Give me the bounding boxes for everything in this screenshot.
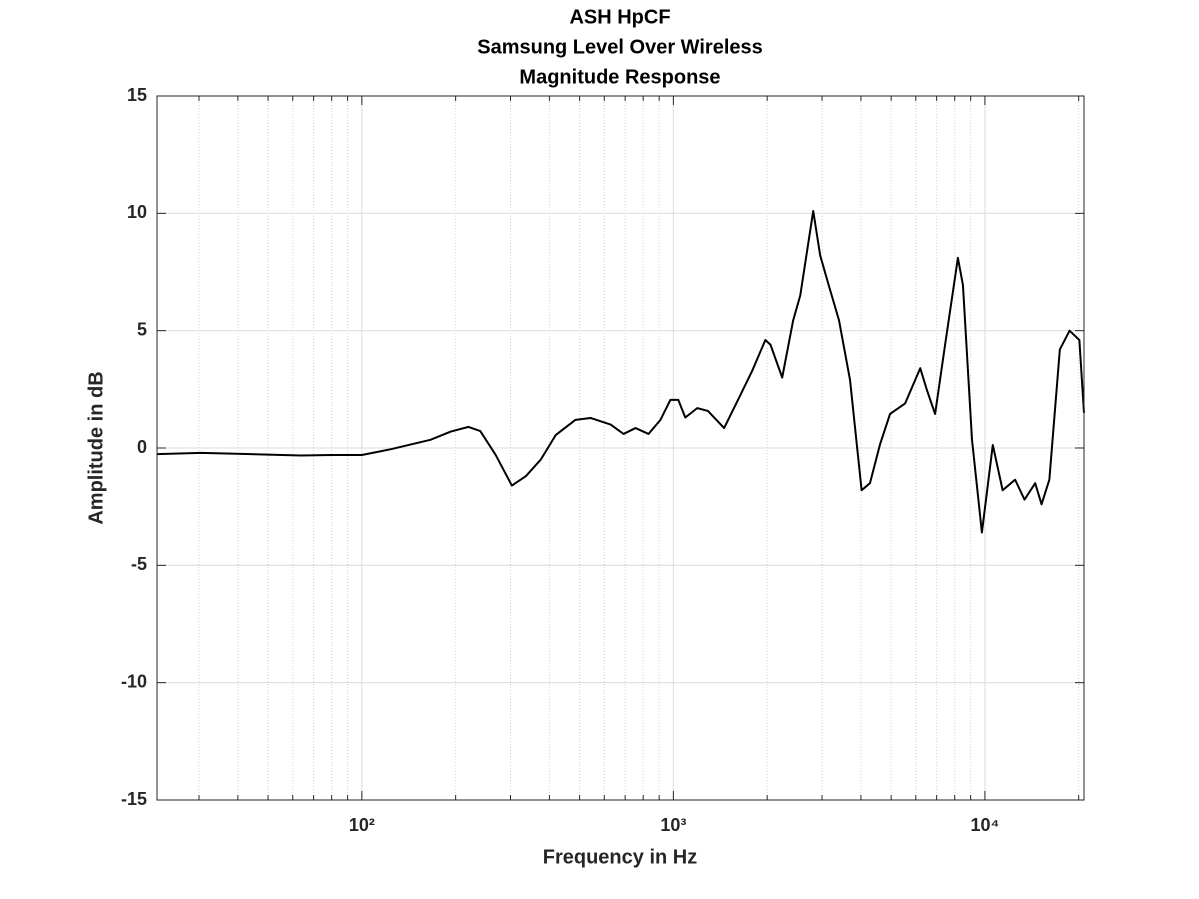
y-axis-label: Amplitude in dB	[85, 371, 107, 524]
x-tick-label: 10⁴	[970, 815, 999, 835]
y-tick-label: 5	[137, 319, 147, 339]
x-tick-label: 10³	[660, 815, 686, 835]
y-tick-label: -10	[121, 671, 147, 691]
chart-subtitle: Magnitude Response	[519, 66, 720, 88]
y-tick-label: -5	[131, 554, 147, 574]
y-tick-label: 10	[127, 202, 147, 222]
y-tick-label: 0	[137, 437, 147, 457]
line-series	[156, 209, 1085, 534]
x-tick-label: 10²	[349, 815, 375, 835]
axes-box	[156, 95, 1085, 801]
y-tick-label: 15	[127, 85, 147, 105]
chart-title: ASH HpCF	[569, 6, 670, 28]
plot-area	[156, 209, 1085, 534]
y-tick-label: -15	[121, 789, 147, 809]
x-axis-label: Frequency in Hz	[543, 846, 697, 868]
chart-subtitle: Samsung Level Over Wireless	[477, 36, 763, 58]
